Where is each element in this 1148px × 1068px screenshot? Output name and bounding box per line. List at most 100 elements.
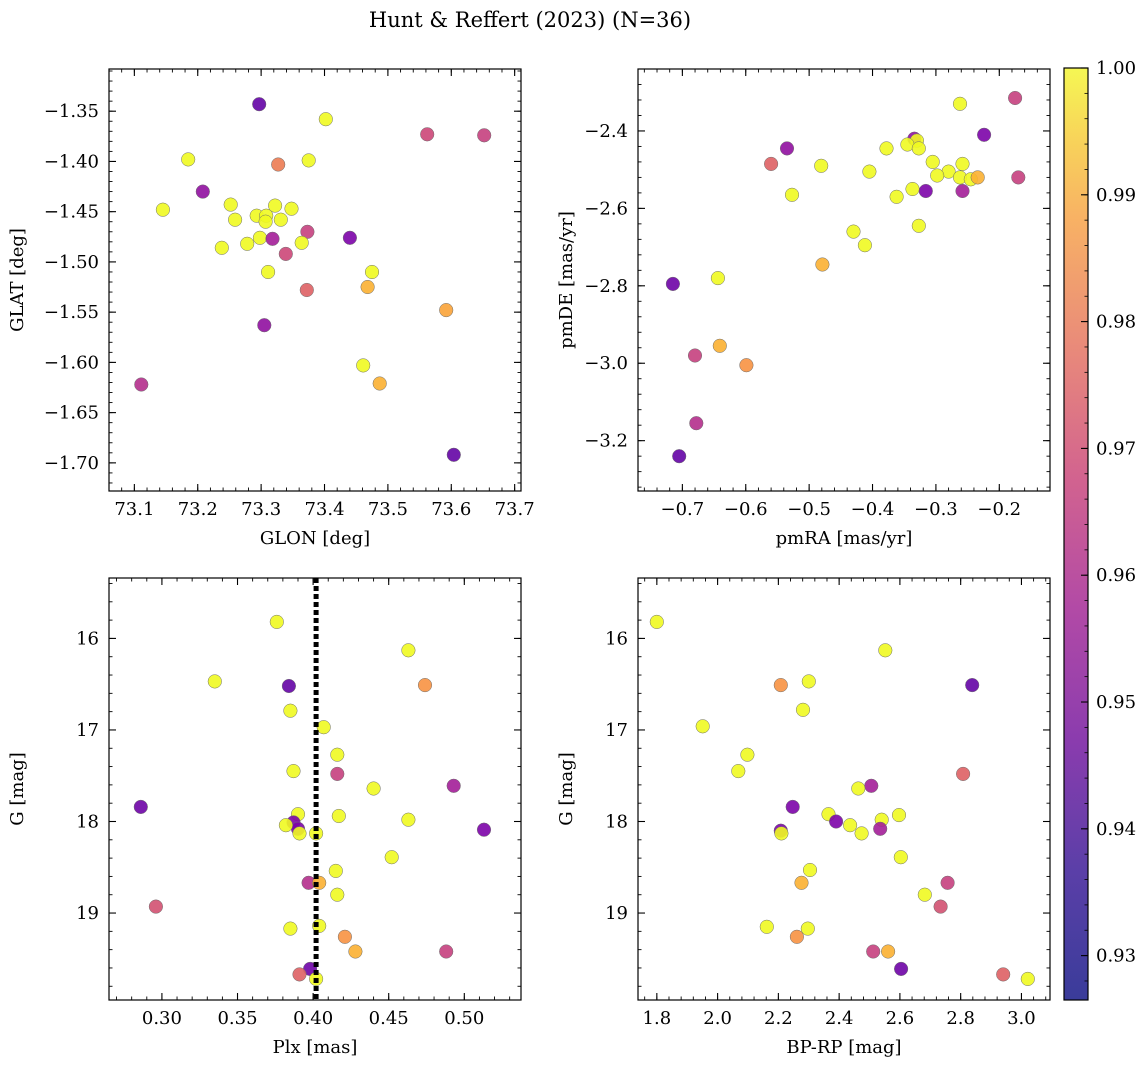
data-point bbox=[366, 781, 381, 796]
data-point bbox=[889, 189, 904, 204]
x-tick-label: 2.4 bbox=[825, 1008, 854, 1029]
y-tick-label: −2.8 bbox=[584, 276, 628, 297]
data-point bbox=[195, 184, 210, 199]
data-point bbox=[401, 812, 416, 827]
data-point bbox=[181, 152, 196, 167]
data-point bbox=[278, 818, 293, 833]
y-tick-label: 18 bbox=[605, 811, 628, 832]
data-point bbox=[789, 929, 804, 944]
data-point bbox=[878, 643, 893, 658]
data-point bbox=[802, 862, 818, 878]
data-point bbox=[148, 899, 163, 914]
data-point bbox=[133, 799, 148, 814]
data-point bbox=[318, 112, 333, 127]
data-point bbox=[268, 198, 283, 213]
data-point bbox=[911, 141, 926, 156]
data-point bbox=[292, 826, 307, 841]
y-tick-label: 16 bbox=[605, 628, 628, 649]
data-point bbox=[687, 348, 703, 363]
y-tick-label: −1.50 bbox=[44, 252, 99, 273]
data-point bbox=[384, 850, 399, 865]
x-tick-label: 0.40 bbox=[293, 1008, 333, 1029]
x-tick-label: 73.1 bbox=[114, 499, 154, 520]
data-point bbox=[401, 643, 416, 658]
data-point bbox=[372, 376, 387, 391]
x-tick-label: 2.0 bbox=[703, 1008, 732, 1029]
figure-title: Hunt & Reffert (2023) (N=36) bbox=[369, 8, 691, 32]
data-point bbox=[207, 674, 222, 689]
colorbar-tick-label: 1.00 bbox=[1096, 58, 1136, 79]
data-point bbox=[814, 158, 829, 173]
data-point bbox=[300, 224, 315, 239]
data-point bbox=[360, 279, 375, 295]
data-point bbox=[294, 235, 309, 250]
colorbar-tick-label: 0.94 bbox=[1096, 819, 1136, 840]
x-tick-label: 0.50 bbox=[444, 1008, 484, 1029]
x-tick-label: 0.45 bbox=[369, 1008, 409, 1029]
data-point bbox=[252, 97, 267, 112]
axes-frame bbox=[108, 68, 522, 492]
y-tick-label: 17 bbox=[605, 720, 628, 741]
data-point bbox=[286, 764, 301, 779]
data-point bbox=[672, 449, 687, 464]
data-point bbox=[965, 678, 980, 693]
data-point bbox=[795, 702, 811, 717]
x-tick-label: 2.6 bbox=[886, 1008, 915, 1029]
data-point bbox=[240, 236, 255, 251]
data-point bbox=[800, 921, 815, 936]
data-point bbox=[261, 264, 276, 280]
data-point bbox=[930, 168, 945, 183]
colorbar-tick-label: 0.95 bbox=[1096, 692, 1136, 713]
data-point bbox=[710, 271, 725, 286]
y-tick-label: 18 bbox=[76, 811, 99, 832]
colorbar-tick-label: 0.98 bbox=[1096, 312, 1136, 333]
y-tick-label: 19 bbox=[76, 903, 99, 924]
panel-plx-g: 0.30 0.35 0.40 0.45 0.50 16 17 18 19 Plx [mas] G [… bbox=[7, 577, 522, 1058]
data-point bbox=[955, 183, 970, 199]
y-tick-label: 19 bbox=[605, 903, 628, 924]
data-point bbox=[364, 264, 380, 280]
axes-frame bbox=[637, 68, 1051, 492]
x-axis-label: pmRA [mas/yr] bbox=[776, 528, 913, 549]
x-tick-label: 73.7 bbox=[495, 499, 535, 520]
data-point bbox=[911, 218, 926, 233]
data-point bbox=[801, 674, 816, 689]
colorbar-tick-label: 0.99 bbox=[1096, 185, 1136, 206]
data-point bbox=[815, 257, 830, 272]
data-point bbox=[879, 141, 894, 156]
data-point bbox=[779, 141, 795, 156]
data-point bbox=[918, 183, 933, 199]
colorbar-tick-label: 0.96 bbox=[1096, 565, 1136, 586]
data-point bbox=[996, 967, 1011, 982]
x-tick-label: −0.6 bbox=[724, 499, 768, 520]
y-tick-label: −2.4 bbox=[584, 121, 628, 142]
y-axis-label: G [mag] bbox=[556, 752, 577, 825]
data-point bbox=[439, 303, 454, 318]
data-point bbox=[829, 814, 844, 829]
y-tick-label: 17 bbox=[76, 720, 99, 741]
data-point bbox=[283, 703, 298, 718]
data-point bbox=[284, 201, 299, 216]
data-point bbox=[933, 899, 948, 914]
data-point bbox=[342, 230, 357, 245]
data-point bbox=[649, 614, 664, 629]
data-point bbox=[854, 826, 869, 841]
data-point bbox=[689, 416, 704, 431]
data-point bbox=[695, 719, 710, 734]
y-tick-label: 16 bbox=[76, 628, 99, 649]
data-point bbox=[420, 127, 435, 142]
data-point bbox=[665, 276, 680, 291]
data-point bbox=[446, 447, 461, 462]
data-point bbox=[894, 961, 909, 976]
x-tick-label: −0.5 bbox=[787, 499, 831, 520]
data-point bbox=[739, 358, 754, 373]
data-point bbox=[794, 875, 809, 890]
y-tick-label: −1.45 bbox=[44, 202, 99, 223]
data-point bbox=[956, 766, 971, 781]
x-tick-label: 73.3 bbox=[241, 499, 281, 520]
data-point bbox=[134, 377, 149, 392]
y-tick-label: −3.2 bbox=[584, 431, 628, 452]
data-point bbox=[299, 282, 314, 298]
x-tick-label: 3.0 bbox=[1007, 1008, 1036, 1029]
data-point bbox=[330, 766, 345, 781]
